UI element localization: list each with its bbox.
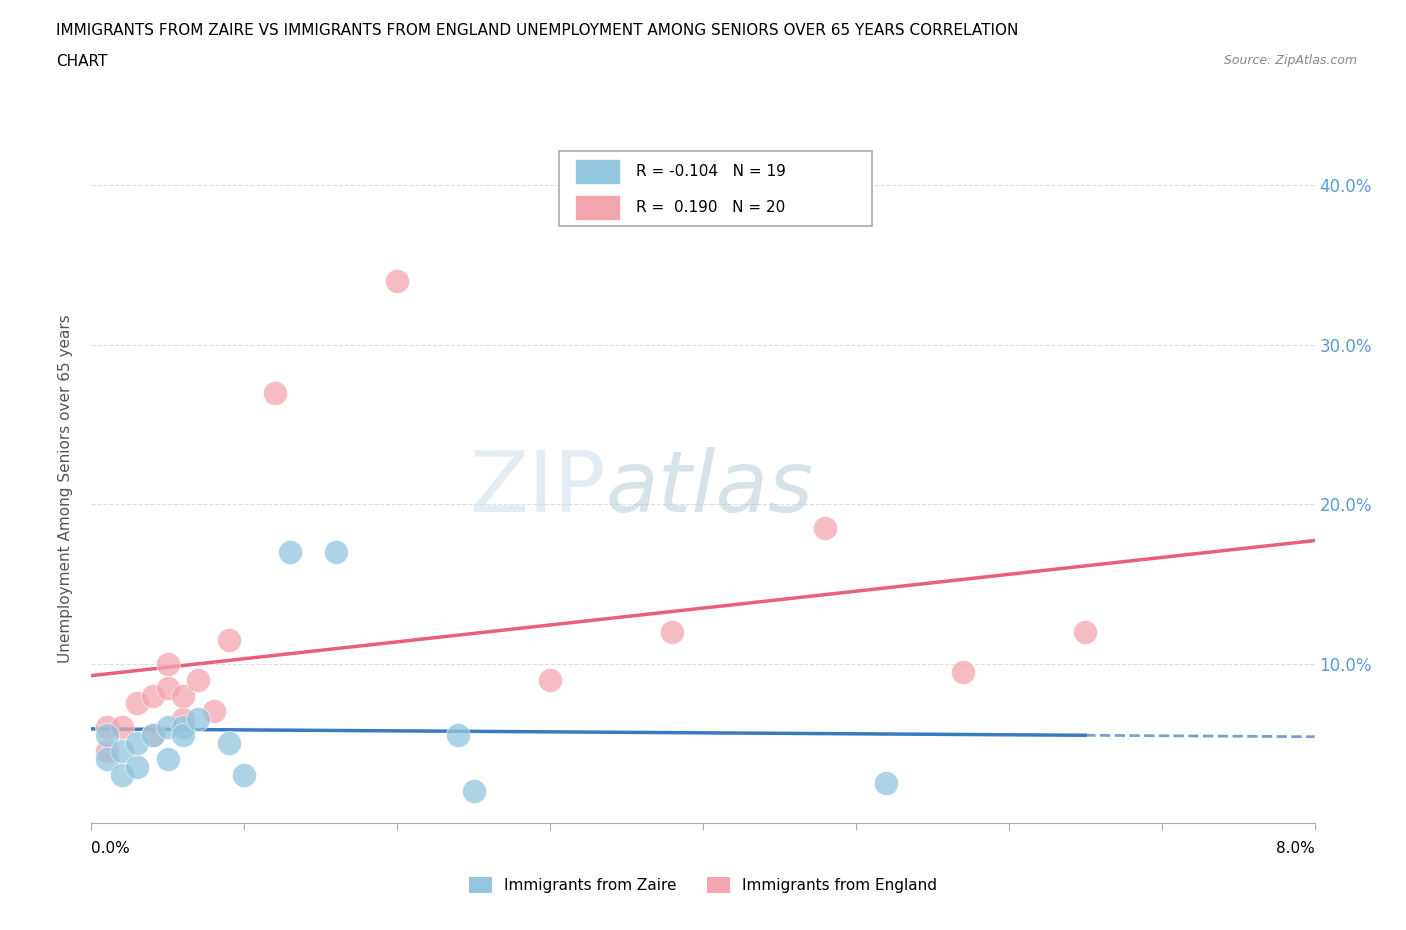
Text: CHART: CHART [56, 54, 108, 69]
Text: 0.0%: 0.0% [91, 841, 131, 856]
Point [156, 680, 179, 695]
FancyBboxPatch shape [558, 152, 872, 226]
Point [447, 728, 470, 743]
Point [202, 704, 225, 719]
Text: R =  0.190   N = 20: R = 0.190 N = 20 [637, 200, 786, 215]
Point [172, 712, 194, 727]
Text: ZIP: ZIP [468, 446, 605, 530]
Text: Source: ZipAtlas.com: Source: ZipAtlas.com [1223, 54, 1357, 67]
Point [127, 760, 149, 775]
Text: IMMIGRANTS FROM ZAIRE VS IMMIGRANTS FROM ENGLAND UNEMPLOYMENT AMONG SENIORS OVER: IMMIGRANTS FROM ZAIRE VS IMMIGRANTS FROM… [56, 23, 1018, 38]
Legend: Immigrants from Zaire, Immigrants from England: Immigrants from Zaire, Immigrants from E… [463, 870, 943, 899]
Point [218, 632, 240, 647]
Point [172, 720, 194, 735]
Point [233, 768, 256, 783]
Point [156, 720, 179, 735]
Text: 8.0%: 8.0% [1275, 841, 1315, 856]
Point [278, 545, 301, 560]
Point [111, 744, 134, 759]
Point [141, 688, 163, 703]
Y-axis label: Unemployment Among Seniors over 65 years: Unemployment Among Seniors over 65 years [58, 314, 73, 663]
FancyBboxPatch shape [575, 159, 620, 184]
Point [875, 776, 897, 790]
Point [814, 521, 837, 536]
Point [538, 672, 561, 687]
Point [156, 751, 179, 766]
Point [661, 624, 683, 639]
Point [187, 712, 209, 727]
Point [325, 545, 347, 560]
FancyBboxPatch shape [575, 194, 620, 220]
Point [264, 385, 287, 400]
Point [111, 768, 134, 783]
Point [111, 720, 134, 735]
Point [1074, 624, 1097, 639]
Point [127, 696, 149, 711]
Point [96, 728, 118, 743]
Point [96, 751, 118, 766]
Point [141, 728, 163, 743]
Point [463, 784, 485, 799]
Point [952, 664, 974, 679]
Point [172, 688, 194, 703]
Point [218, 736, 240, 751]
Point [141, 728, 163, 743]
Text: R = -0.104   N = 19: R = -0.104 N = 19 [637, 165, 786, 179]
Point [127, 736, 149, 751]
Point [385, 273, 409, 288]
Point [96, 744, 118, 759]
Point [96, 720, 118, 735]
Text: atlas: atlas [605, 446, 813, 530]
Point [156, 657, 179, 671]
Point [172, 728, 194, 743]
Point [187, 672, 209, 687]
